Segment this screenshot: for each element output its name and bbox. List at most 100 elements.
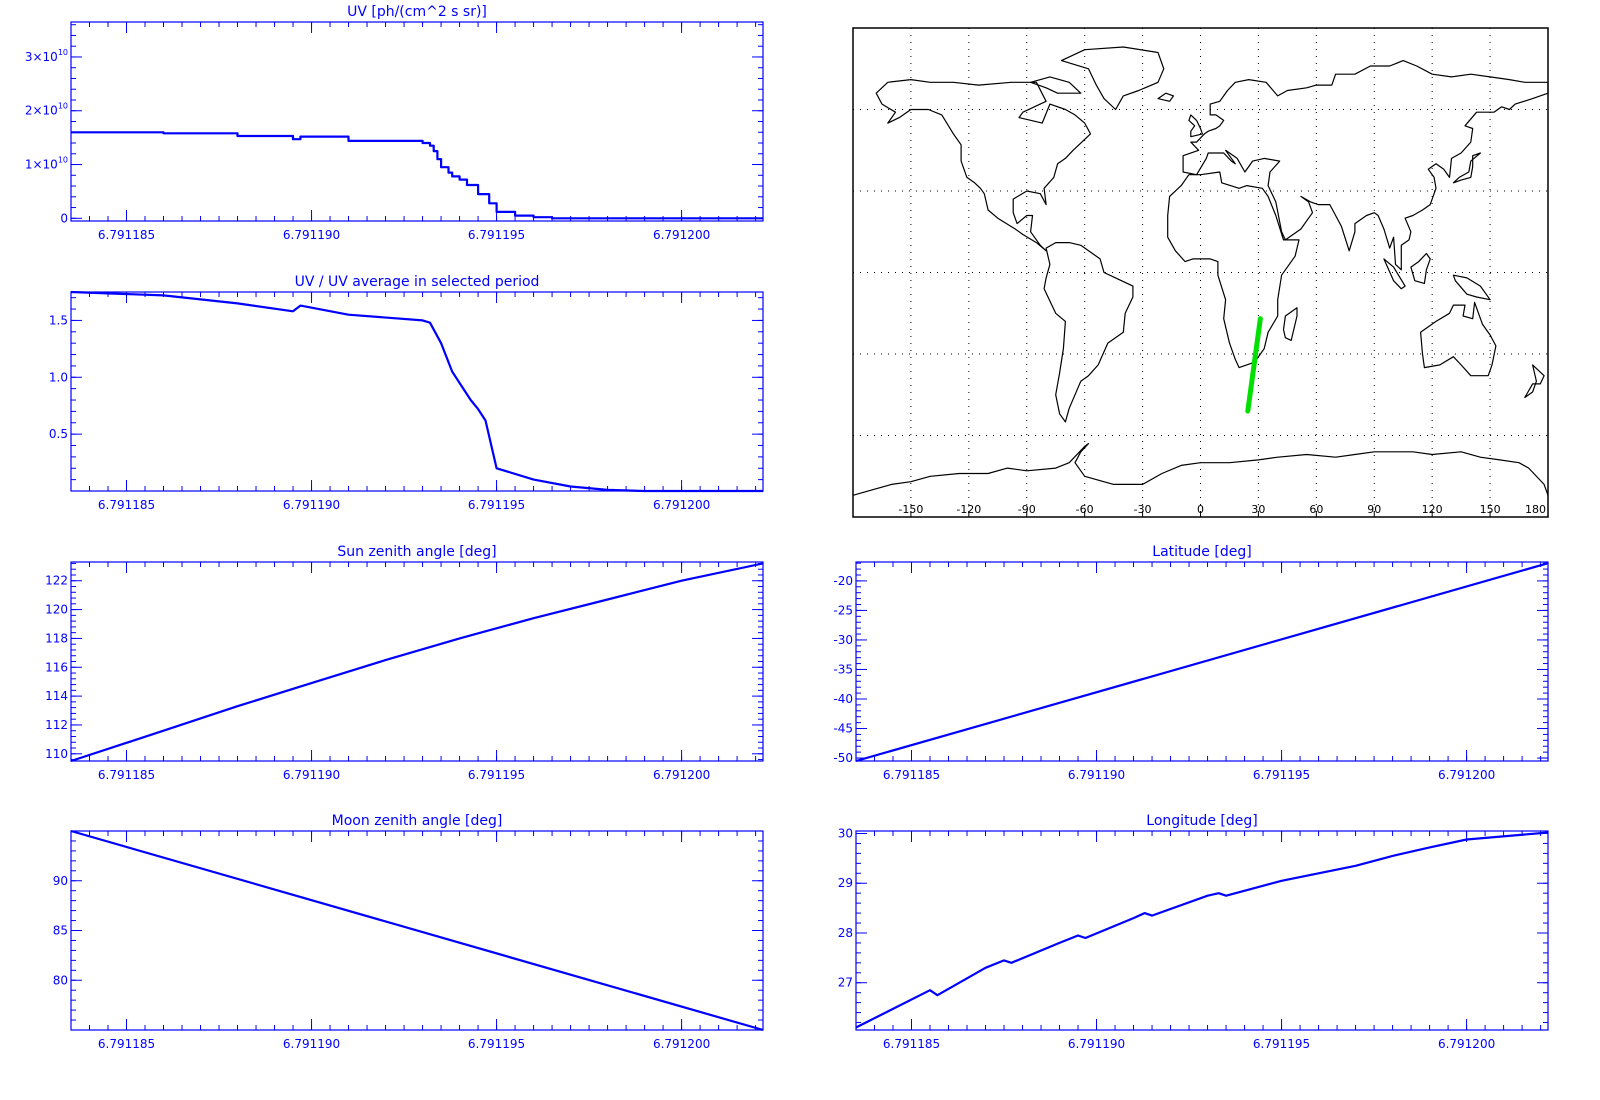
series-line xyxy=(71,131,763,220)
chart-title: Longitude [deg] xyxy=(1146,813,1257,829)
coastline-new-zealand xyxy=(1524,364,1545,399)
x-tick-label: 6.791200 xyxy=(1438,768,1495,782)
y-tick-label: -30 xyxy=(833,633,853,647)
x-tick-label: 6.791195 xyxy=(468,768,525,782)
map-x-tick-label: 150 xyxy=(1480,503,1501,516)
coastline-antarctica xyxy=(852,443,1549,496)
x-tick-label: 6.791185 xyxy=(98,1037,155,1051)
coastline-north-america xyxy=(875,79,1092,252)
uv-chart: UV [ph/(cm^2 s sr)] 6.791185 6.791190 6.791… xyxy=(25,4,764,242)
y-tick-label: 0 xyxy=(60,211,68,225)
x-tick-label: 6.791190 xyxy=(283,498,340,512)
map-x-tick-label: -150 xyxy=(898,503,923,516)
coastline-africa xyxy=(1167,171,1300,369)
series-line xyxy=(855,831,1549,1029)
y-tick-label: 0.5 xyxy=(49,427,68,441)
chart-title: UV / UV average in selected period xyxy=(295,274,540,290)
sun-zenith-chart: Sun zenith angle [deg] 6.791185 6.791190 6.… xyxy=(45,544,764,782)
chart-title: Moon zenith angle [deg] xyxy=(332,813,503,829)
coastline-south-america xyxy=(1043,242,1134,423)
series-line xyxy=(70,562,764,763)
map-x-tick-label: 60 xyxy=(1309,503,1323,516)
longitude-chart: Longitude [deg] 6.791185 6.791190 6.791195 6… xyxy=(838,813,1549,1051)
series-line xyxy=(70,290,763,493)
chart-title: Sun zenith angle [deg] xyxy=(337,544,496,560)
coastline-japan xyxy=(1452,152,1481,184)
map-x-tick-label: -30 xyxy=(1134,503,1152,516)
x-tick-label: 6.791200 xyxy=(653,498,710,512)
plot-frame xyxy=(855,830,1549,1031)
coastline-sumatra xyxy=(1383,258,1406,290)
y-tick-label: -50 xyxy=(833,751,853,765)
plot-frame xyxy=(70,291,764,492)
coastline-new-guinea xyxy=(1452,274,1491,301)
map-x-tick-label: -90 xyxy=(1018,503,1036,516)
moon-zenith-chart: Moon zenith angle [deg] 6.791185 6.791190 6… xyxy=(53,813,764,1051)
uv-ratio-chart: UV / UV average in selected period 6.7911… xyxy=(49,274,764,512)
y-tick-label: 118 xyxy=(45,631,68,645)
y-tick-label: 28 xyxy=(838,926,853,940)
x-tick-label: 6.791200 xyxy=(653,768,710,782)
y-tick-label: 90 xyxy=(53,874,68,888)
x-tick-label: 6.791195 xyxy=(468,498,525,512)
map-x-tick-label: 30 xyxy=(1251,503,1265,516)
x-tick-label: 6.791200 xyxy=(1438,1037,1495,1051)
map-frame xyxy=(852,27,1549,518)
world-map-panel: -150 -120 -90 -60 -30 0 30 60 90 120 150 180 xyxy=(852,27,1549,518)
coastline-borneo xyxy=(1410,252,1431,284)
y-tick-label: 29 xyxy=(838,876,853,890)
coastline-baffin xyxy=(1030,76,1082,94)
y-tick-label: 85 xyxy=(53,924,68,938)
y-tick-label: -40 xyxy=(833,692,853,706)
x-tick-label: 6.791190 xyxy=(283,768,340,782)
y-tick-label: 30 xyxy=(838,826,853,840)
x-tick-label: 6.791185 xyxy=(883,768,940,782)
x-tick-label: 6.791195 xyxy=(468,1037,525,1051)
map-x-tick-label: -60 xyxy=(1076,503,1094,516)
y-tick-label: 80 xyxy=(53,973,68,987)
x-tick-label: 6.791190 xyxy=(283,228,340,242)
coastline-madagascar xyxy=(1282,307,1298,341)
y-tick-label: 3×1010 xyxy=(25,48,68,64)
charts-layer: UV [ph/(cm^2 s sr)] 6.791185 6.791190 6.791… xyxy=(25,4,1549,1051)
y-tick-label: 116 xyxy=(45,660,68,674)
coastline-british-isles xyxy=(1188,114,1203,138)
x-tick-label: 6.791195 xyxy=(1253,768,1310,782)
series-line xyxy=(70,829,764,1032)
map-x-tick-label: 180 xyxy=(1525,503,1546,516)
map-x-tick-label: 0 xyxy=(1197,503,1204,516)
x-tick-label: 6.791190 xyxy=(1068,1037,1125,1051)
y-tick-label: -35 xyxy=(833,662,853,676)
coastline-iceland xyxy=(1157,92,1175,102)
x-tick-label: 6.791200 xyxy=(653,228,710,242)
x-tick-label: 6.791185 xyxy=(98,228,155,242)
y-tick-label: -20 xyxy=(833,574,853,588)
y-tick-label: 1.0 xyxy=(49,370,68,384)
x-tick-label: 6.791185 xyxy=(98,498,155,512)
y-tick-label: 1.5 xyxy=(49,313,68,327)
chart-title: UV [ph/(cm^2 s sr)] xyxy=(347,4,487,20)
y-tick-label: 112 xyxy=(45,718,68,732)
x-tick-label: 6.791195 xyxy=(1253,1037,1310,1051)
coastline-greenland xyxy=(1060,46,1165,111)
y-tick-label: -25 xyxy=(833,603,853,617)
map-x-tick-label: 120 xyxy=(1422,503,1443,516)
y-tick-label: 120 xyxy=(45,603,68,617)
chart-title: Latitude [deg] xyxy=(1152,544,1251,560)
y-tick-label: 110 xyxy=(45,747,68,761)
map-x-tick-label: 90 xyxy=(1367,503,1381,516)
x-tick-label: 6.791185 xyxy=(98,768,155,782)
y-tick-label: 1×1010 xyxy=(25,156,68,172)
x-tick-label: 6.791190 xyxy=(1068,768,1125,782)
latitude-chart: Latitude [deg] 6.791185 6.791190 6.791195 6.… xyxy=(833,544,1549,782)
plot-frame xyxy=(855,561,1549,762)
coastline-australia xyxy=(1420,301,1497,377)
y-tick-label: 27 xyxy=(838,976,853,990)
x-tick-label: 6.791200 xyxy=(653,1037,710,1051)
series-line xyxy=(855,562,1549,763)
y-tick-label: 122 xyxy=(45,574,68,588)
satellite-track xyxy=(1245,316,1263,414)
x-tick-label: 6.791195 xyxy=(468,228,525,242)
coastline-eurasia xyxy=(1182,60,1549,271)
